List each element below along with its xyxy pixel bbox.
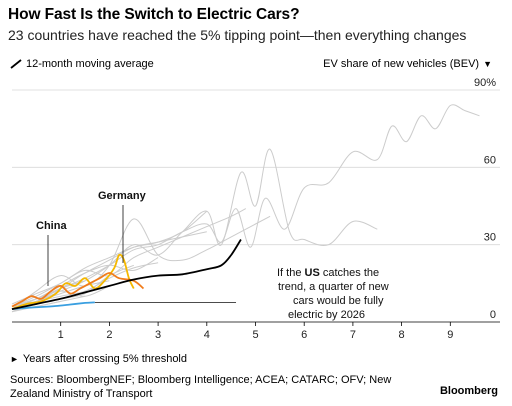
legend-ev-share: EV share of new vehicles (BEV) ▼ (323, 58, 492, 70)
x-tick-label: 7 (350, 329, 356, 341)
x-tick-label: 9 (447, 329, 453, 341)
x-tick-label: 8 (399, 329, 405, 341)
annotation-germany: Germany (98, 190, 147, 202)
annotation-china: China (36, 220, 67, 232)
y-tick-label: 30 (484, 232, 496, 244)
chart-ticks: 0 30 60 90% 1 2 3 4 5 6 7 8 9 (58, 77, 497, 341)
x-axis-label: ► Years after crossing 5% threshold (10, 353, 187, 365)
x-tick-label: 2 (106, 329, 112, 341)
x-tick-label: 6 (301, 329, 307, 341)
chart-subtitle: 23 countries have reached the 5% tipping… (8, 27, 467, 43)
bloomberg-logo: Bloomberg (439, 385, 498, 397)
series-us (11, 301, 95, 310)
legend-moving-average: 12-month moving average (10, 58, 154, 70)
x-tick-label: 4 (204, 329, 210, 341)
chart-grid (12, 89, 500, 323)
chart-annotations: China Germany If the US catches the tren… (36, 190, 389, 321)
chart-title: How Fast Is the Switch to Electric Cars? (8, 6, 300, 23)
series-china (11, 272, 145, 308)
legend-moving-average-label: 12-month moving average (26, 58, 154, 70)
series-country-3 (11, 215, 271, 310)
y-tick-label: 90% (474, 77, 496, 89)
annotation-us-line3: cars would be fully (293, 295, 384, 307)
annotation-us-line2: trend, a quarter of new (278, 281, 389, 293)
x-axis-label-text: Years after crossing 5% threshold (22, 353, 187, 365)
annotation-us-line1: If the US catches the (277, 267, 379, 279)
diagonal-line-icon (10, 59, 22, 69)
series-country-1 (11, 104, 480, 307)
x-tick-label: 3 (155, 329, 161, 341)
chart-lines (11, 104, 480, 313)
legend-ev-share-label: EV share of new vehicles (BEV) (323, 58, 480, 70)
x-tick-label: 5 (252, 329, 258, 341)
triangle-down-icon: ▼ (483, 59, 492, 69)
series-moving-average (11, 239, 242, 310)
y-tick-label: 0 (490, 309, 496, 321)
series-country-5 (11, 210, 208, 305)
sources-note: Sources: BloombergNEF; Bloomberg Intelli… (10, 374, 392, 400)
triangle-right-icon: ► (10, 354, 19, 364)
annotation-us-line4: electric by 2026 (288, 309, 365, 321)
y-tick-label: 60 (484, 154, 496, 166)
x-tick-label: 1 (58, 329, 64, 341)
series-country-7 (11, 257, 159, 310)
series-country-11 (11, 285, 110, 307)
